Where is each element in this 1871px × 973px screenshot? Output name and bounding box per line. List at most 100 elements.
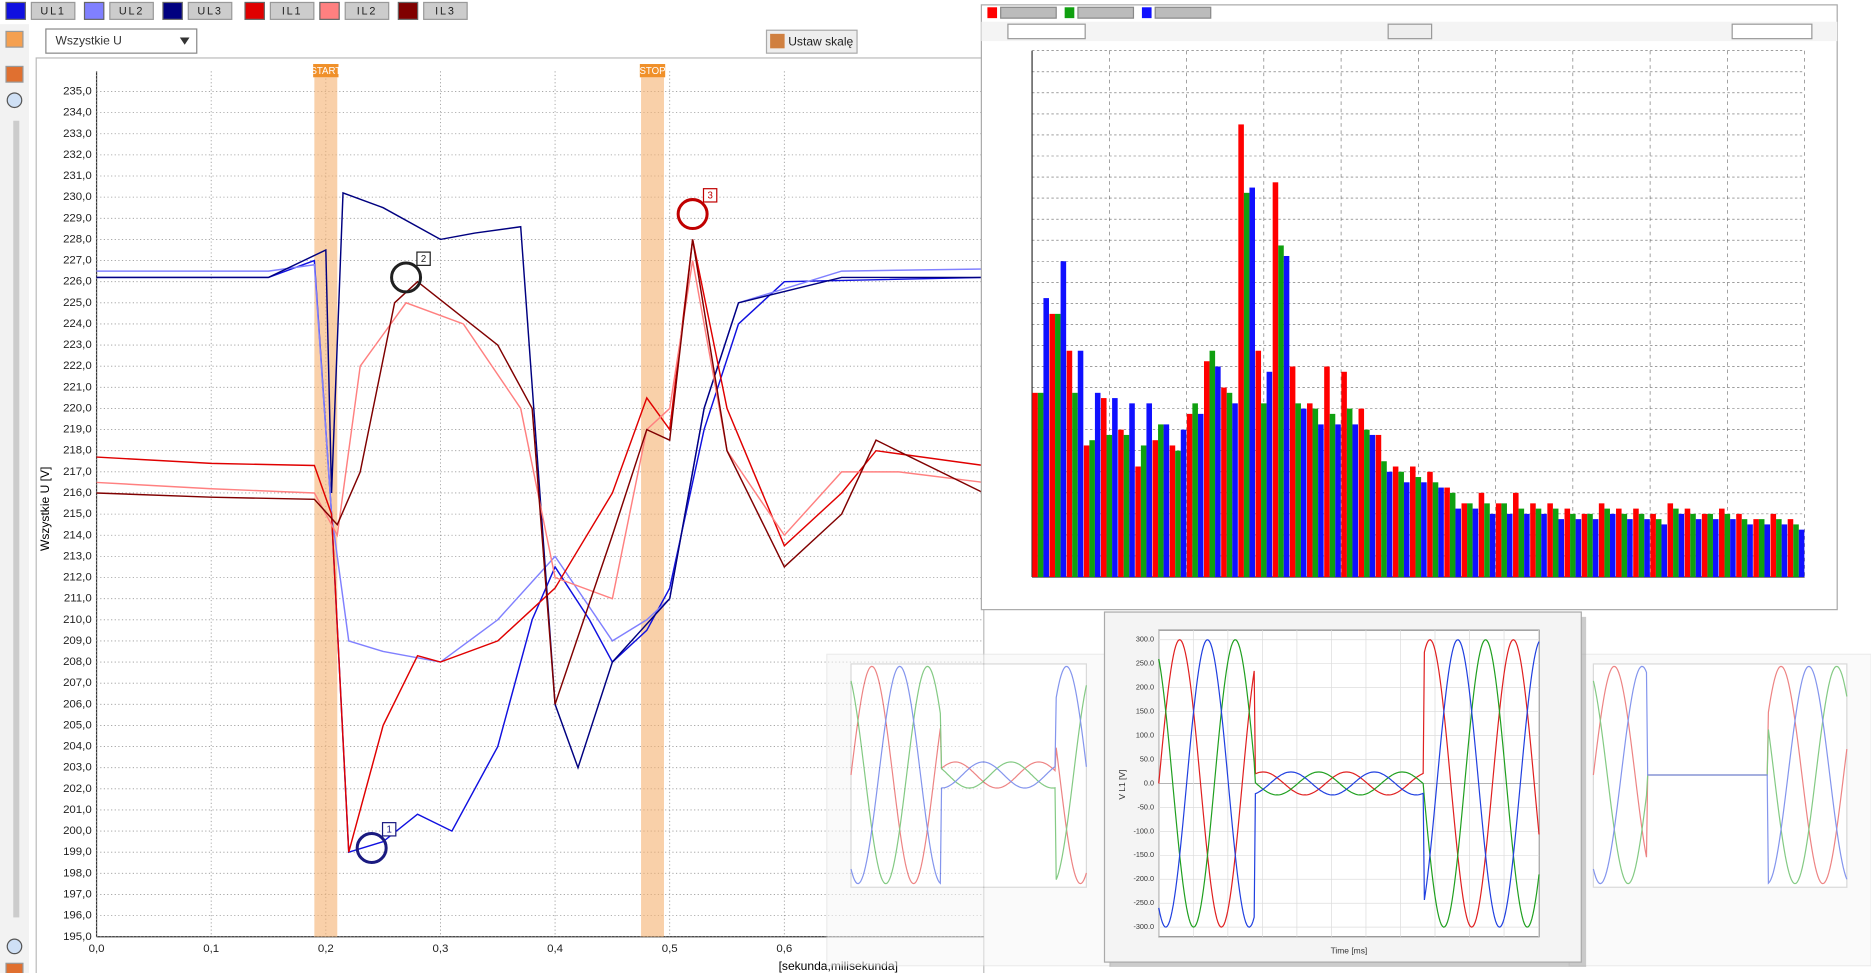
tool-icon[interactable] xyxy=(5,962,24,973)
bar xyxy=(1644,519,1650,578)
bar xyxy=(1547,503,1553,578)
bar xyxy=(1758,519,1765,578)
legend-button xyxy=(1077,6,1135,19)
bar xyxy=(1083,445,1090,578)
bar xyxy=(1215,366,1221,578)
bar xyxy=(1776,519,1782,578)
bar xyxy=(1501,503,1507,578)
legend-swatch[interactable] xyxy=(83,1,105,20)
legend-button[interactable] xyxy=(187,1,233,20)
x-tick-label: 0,4 xyxy=(547,943,564,955)
waveform-insets: 300.0 250.0 200.0 150.0 100.0 50.0 0.0 -50.0 -10… xyxy=(826,611,1871,967)
dropdown[interactable] xyxy=(45,28,198,54)
wave-decor xyxy=(1592,665,1848,885)
bar xyxy=(1421,482,1427,578)
bar xyxy=(1598,503,1605,578)
legend-swatch[interactable] xyxy=(5,1,26,20)
tool-icon[interactable] xyxy=(5,65,24,83)
legend-swatch[interactable] xyxy=(162,1,183,20)
tool-icon[interactable] xyxy=(5,30,24,48)
band-label: START xyxy=(310,66,341,77)
y-tick-label: 208,0 xyxy=(63,656,92,668)
y-tick-label: -250.0 xyxy=(1133,898,1154,907)
legend-button xyxy=(1154,6,1212,19)
bar xyxy=(1072,392,1078,578)
legend-button xyxy=(1000,6,1057,19)
legend-label: UL2 xyxy=(119,5,144,17)
y-tick-label: 232,0 xyxy=(63,149,92,161)
y-tick-label: 227,0 xyxy=(63,255,92,267)
bar xyxy=(1272,182,1279,578)
bar xyxy=(1410,466,1416,578)
y-tick-label: 300.0 xyxy=(1136,635,1154,644)
y-tick-label: 231,0 xyxy=(63,170,92,182)
mini-button[interactable] xyxy=(1387,23,1433,40)
bar xyxy=(1398,471,1404,578)
marker-band xyxy=(314,77,338,937)
legend-swatch[interactable] xyxy=(319,1,340,20)
bar xyxy=(1289,366,1296,578)
harmonics-chart xyxy=(980,4,1838,611)
point-marker xyxy=(390,261,423,294)
legend-button[interactable] xyxy=(344,1,390,20)
zoom-icon[interactable] xyxy=(6,938,23,955)
bar xyxy=(1455,508,1462,578)
legend-button[interactable] xyxy=(423,1,468,20)
bar xyxy=(1283,255,1290,578)
bar xyxy=(1106,434,1113,578)
band-label-box xyxy=(313,64,339,78)
y-tick-label: 196,0 xyxy=(63,910,92,922)
x-tick-label: 0,3 xyxy=(432,943,448,955)
wave-decor xyxy=(1158,639,1540,928)
bar xyxy=(1667,503,1674,578)
y-axis-label: Wszystkie U [V] xyxy=(38,467,52,551)
mini-dropdown[interactable] xyxy=(1007,23,1086,40)
bar xyxy=(1633,508,1639,578)
zoom-icon[interactable] xyxy=(6,92,23,109)
bar xyxy=(1032,392,1038,578)
bar xyxy=(1266,371,1273,578)
bar xyxy=(1300,408,1307,578)
bar xyxy=(1381,461,1387,578)
y-tick-label: 218,0 xyxy=(63,445,92,457)
series-line xyxy=(96,239,985,705)
bar xyxy=(1472,508,1479,578)
legend-button[interactable] xyxy=(269,1,315,20)
legend-swatch[interactable] xyxy=(244,1,265,20)
bar xyxy=(1341,371,1347,578)
scale-button[interactable] xyxy=(765,29,858,54)
bar xyxy=(1781,524,1788,578)
legend-swatch xyxy=(1141,7,1152,19)
bar xyxy=(1415,477,1422,578)
bar xyxy=(1753,519,1759,578)
bar xyxy=(1403,482,1410,578)
bar xyxy=(1221,387,1227,578)
scrollbar[interactable] xyxy=(13,120,20,918)
legend-button[interactable] xyxy=(109,1,154,20)
bar xyxy=(1787,519,1794,578)
legend-button[interactable] xyxy=(30,1,76,20)
bar xyxy=(1352,424,1358,578)
marker-tag xyxy=(416,251,431,266)
bar xyxy=(1467,503,1473,578)
legend-swatch xyxy=(987,7,998,19)
mini-dropdown[interactable] xyxy=(1731,23,1813,40)
y-tick-label: 202,0 xyxy=(63,783,92,795)
bar xyxy=(1444,487,1450,578)
series-line xyxy=(96,260,984,600)
bar xyxy=(1655,519,1662,578)
bar xyxy=(1673,508,1679,578)
bar xyxy=(1255,350,1262,578)
bar xyxy=(1186,413,1193,578)
marker-tag xyxy=(702,188,718,203)
legend-swatch[interactable] xyxy=(397,1,419,20)
bar xyxy=(1695,519,1702,578)
bar xyxy=(1575,519,1582,578)
bar xyxy=(1037,392,1044,578)
y-tick-label: 233,0 xyxy=(63,128,92,140)
point-marker xyxy=(676,198,709,231)
series-line xyxy=(96,191,984,770)
faded-inset xyxy=(1568,653,1871,967)
legend-label: UL1 xyxy=(40,5,65,17)
